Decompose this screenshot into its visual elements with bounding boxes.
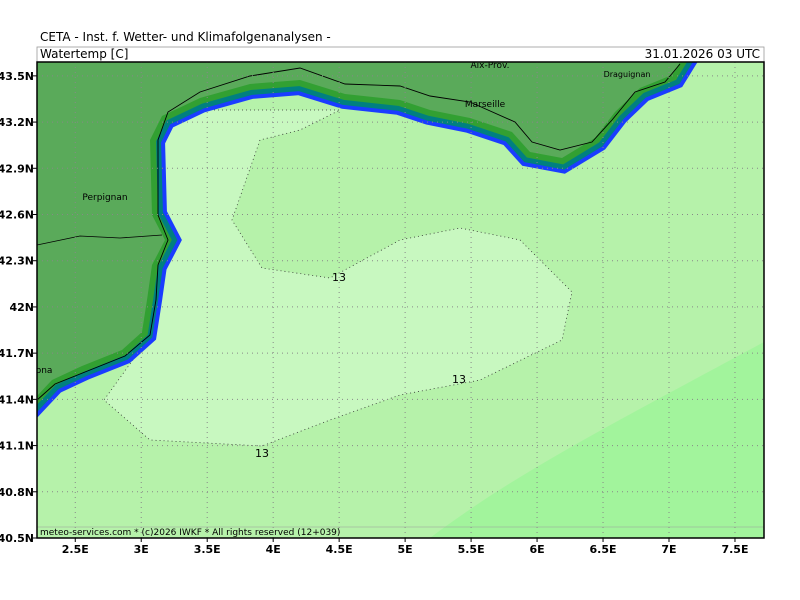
cool-region xyxy=(103,109,573,447)
x-tick-label: 7.5E xyxy=(721,543,748,556)
x-tick-label: 3E xyxy=(134,543,149,556)
land-core xyxy=(37,62,680,396)
valid-time: 31.01.2026 03 UTC xyxy=(645,47,760,61)
header-title: CETA - Inst. f. Wetter- und Klimafolgena… xyxy=(40,30,331,44)
city-label: Marseille xyxy=(465,100,506,110)
y-tick-label: 43.2N xyxy=(0,116,34,129)
x-tick-label: 7E xyxy=(661,543,676,556)
x-tick-label: 6E xyxy=(529,543,544,556)
y-tick-label: 42.9N xyxy=(0,162,34,175)
city-label: Draguignan xyxy=(604,70,651,79)
city-label: Aix-Prov. xyxy=(471,61,510,71)
x-tick-label: 4E xyxy=(266,543,281,556)
y-tick-label: 41.4N xyxy=(0,393,34,406)
map-frame xyxy=(36,61,765,539)
map-area: Aix-Prov. Draguignan Marseille Perpignan… xyxy=(8,61,764,538)
contour-label: 13 xyxy=(452,373,466,386)
x-tick-label: 6.5E xyxy=(590,543,617,556)
x-tick-label: 4.5E xyxy=(326,543,353,556)
footer: meteo-services.com * (c)2026 IWKF * All … xyxy=(40,528,340,538)
y-tick-label: 42N xyxy=(9,301,34,314)
x-tick-label: 2.5E xyxy=(62,543,89,556)
contour-label: 13 xyxy=(332,271,346,284)
x-tick-label: 5E xyxy=(398,543,413,556)
x-tick-label: 5.5E xyxy=(458,543,485,556)
x-tick-label: 3.5E xyxy=(194,543,221,556)
y-tick-label: 41.7N xyxy=(0,347,34,360)
grid xyxy=(37,62,764,538)
city-label: Barcelona xyxy=(8,366,53,376)
city-label: Perpignan xyxy=(82,193,127,203)
y-tick-label: 40.5N xyxy=(0,532,34,545)
y-tick-label: 42.6N xyxy=(0,209,34,222)
sea-warm xyxy=(430,342,764,538)
axis-labels: 2.5E 3E 3.5E 4E 4.5E 5E 5.5E 6E 6.5E 7E 7.5E 40.5N 4… xyxy=(0,70,748,556)
y-tick-label: 40.8N xyxy=(0,486,34,499)
border xyxy=(37,234,163,246)
land xyxy=(37,62,698,418)
y-tick-label: 42.3N xyxy=(0,255,34,268)
coastline xyxy=(37,63,681,401)
contour-label: 13 xyxy=(255,447,269,460)
y-tick-label: 43.5N xyxy=(0,70,34,83)
y-tick-label: 41.1N xyxy=(0,440,34,453)
field-name: Watertemp [C] xyxy=(40,47,128,61)
